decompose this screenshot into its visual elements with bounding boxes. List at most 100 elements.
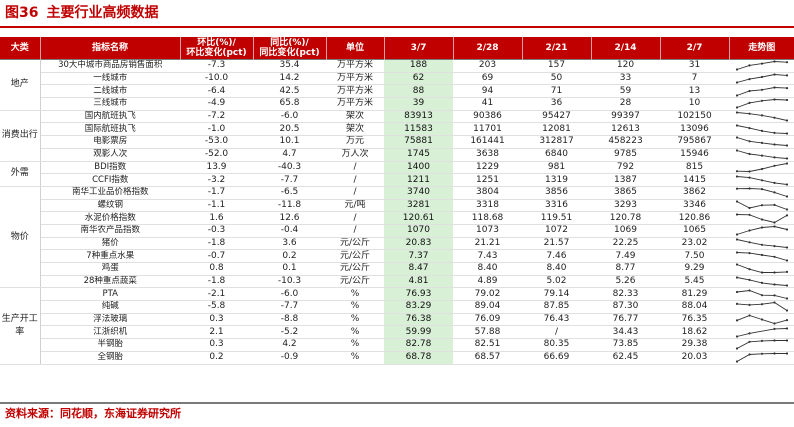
value-cell: 73.85: [591, 338, 660, 352]
mom-change: -1.0: [180, 122, 253, 137]
trend-cell: [729, 262, 794, 276]
trend-point: [760, 129, 763, 132]
trend-point: [760, 62, 763, 66]
trend-point: [747, 153, 751, 156]
header-yoy-line1: 同比(%)/: [270, 38, 309, 48]
trend-point: [760, 100, 763, 103]
yoy-change: -6.0: [253, 287, 326, 302]
value-cell: 18.62: [660, 325, 729, 340]
trend-point: [747, 89, 751, 92]
value-cell: 4.89: [453, 275, 522, 289]
trend-point: [735, 276, 738, 279]
trend-sparkline: [735, 187, 788, 198]
table-row: 地产 30大中城市商品房销售面积 -7.3 35.4 万平方米 188 203 157 120 3…: [0, 59, 794, 111]
trend-cell: [729, 224, 794, 238]
value-cell: 11583: [384, 122, 453, 137]
trend-cell: [729, 300, 794, 314]
indicator-name: 全钢胎: [40, 351, 180, 365]
trend-cell: [729, 313, 794, 327]
trend-point: [735, 347, 738, 351]
trend-sparkline: [735, 86, 788, 97]
unit-cell: 万元: [326, 135, 384, 149]
trend-point: [772, 60, 776, 63]
trend-cell: [729, 249, 794, 263]
unit-cell: %: [326, 313, 384, 327]
trend-point: [747, 170, 751, 173]
indicator-name: PTA: [40, 287, 180, 302]
value-cell: 5.45: [660, 275, 729, 289]
value-cell: 95427: [522, 109, 591, 124]
trend-sparkline: [735, 314, 788, 325]
unit-cell: %: [326, 338, 384, 352]
trend-line: [736, 239, 787, 248]
trend-point: [785, 208, 788, 211]
trend-point: [772, 244, 776, 248]
trend-cell: [729, 199, 794, 213]
value-cell: 34.43: [591, 325, 660, 340]
trend-sparkline: [735, 238, 788, 249]
trend-point: [760, 114, 763, 117]
header-mom: 环比(%)/环比变化(pct): [180, 37, 254, 60]
unit-cell: 万平方米: [326, 97, 384, 111]
table-row: 浮法玻璃 0.3 -8.8% 76.38 76.09 76.43 76.77 76.35: [0, 313, 794, 327]
value-cell: 21.57: [522, 237, 591, 251]
trend-point: [785, 182, 788, 186]
value-cell: 10: [660, 97, 729, 111]
indicator-name: 7种重点水果: [40, 249, 180, 263]
trend-sparkline: [735, 200, 788, 211]
trend-point: [735, 238, 738, 241]
category-cell: 物价: [0, 185, 41, 289]
unit-cell: %: [326, 300, 384, 314]
unit-cell: /: [326, 224, 384, 238]
value-cell: 3804: [453, 185, 522, 200]
value-cell: 5.02: [522, 275, 591, 289]
value-cell: 82.33: [591, 287, 660, 302]
value-cell: 88.04: [660, 300, 729, 314]
trend-point: [785, 74, 788, 77]
value-cell: 3281: [384, 199, 453, 213]
unit-cell: 元/公斤: [326, 249, 384, 263]
trend-point: [735, 360, 738, 363]
mom-change: 2.1: [180, 325, 253, 340]
category-cell: 外需: [0, 160, 41, 187]
trend-point: [760, 142, 763, 145]
value-cell: 7.46: [522, 249, 591, 263]
value-cell: 76.43: [522, 313, 591, 327]
value-cell: 79.02: [453, 287, 522, 302]
trend-cell: [729, 287, 794, 302]
trend-point: [772, 339, 776, 343]
unit-cell: %: [326, 287, 384, 302]
trend-point: [747, 304, 751, 307]
trend-point: [760, 88, 763, 91]
trend-cell: [729, 59, 794, 73]
trend-point: [747, 278, 751, 282]
table-row: 全钢胎 0.2 -0.9% 68.78 68.57 66.69 62.45 20.03: [0, 351, 794, 365]
indicator-name: 鸡蛋: [40, 262, 180, 276]
unit-cell: 万平方米: [326, 84, 384, 99]
trend-point: [772, 164, 776, 167]
trend-point: [735, 106, 738, 110]
table-row: 物价 南华工业品价格指数 -1.7 -6.5/3740 3804 3856 3865 3862: [0, 185, 794, 289]
value-cell: 90386: [453, 109, 522, 124]
value-cell: 15946: [660, 148, 729, 162]
mom-change: -4.9: [180, 97, 253, 111]
table-row: 外需 BDI指数 13.9 -40.3/1400 1229 981 792 815: [0, 160, 794, 187]
header-mom-line2: 环比变化(pct): [186, 48, 247, 58]
value-cell: 3318: [453, 199, 522, 213]
trend-point: [735, 212, 738, 216]
trend-point: [772, 294, 776, 297]
indicator-name: 浮法玻璃: [40, 313, 180, 327]
value-cell: 33: [591, 72, 660, 86]
value-cell: 3316: [522, 199, 591, 213]
yoy-change: -6.5: [253, 185, 326, 200]
value-cell: 5.26: [591, 275, 660, 289]
value-cell: 8.40: [453, 262, 522, 276]
trend-sparkline: [735, 339, 788, 351]
trend-point: [735, 94, 738, 97]
trend-point: [747, 229, 751, 232]
mom-change: -53.0: [180, 135, 253, 149]
yoy-change: -7.7: [253, 300, 326, 314]
trend-cell: [729, 185, 794, 200]
value-cell: 188: [384, 59, 453, 73]
trend-point: [760, 178, 763, 181]
